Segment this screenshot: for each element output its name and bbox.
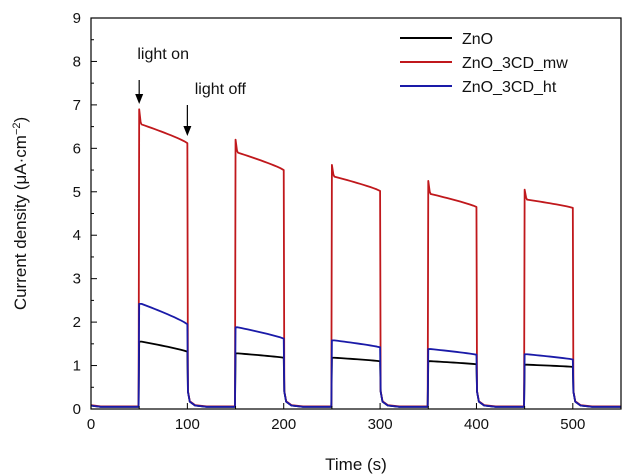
y-tick-label: 2 <box>73 314 81 331</box>
series-layer <box>90 108 621 408</box>
series-line-zno-3cd-ht <box>90 302 621 408</box>
legend-label: ZnO_3CD_ht <box>462 79 557 96</box>
annotations: light on light off <box>135 46 247 136</box>
y-axis-title: Current density (μA·cm−2) <box>11 117 30 310</box>
y-tick-label: 8 <box>73 53 81 70</box>
legend: ZnO ZnO_3CD_mw ZnO_3CD_ht <box>400 31 568 96</box>
y-tick-label: 1 <box>73 358 81 375</box>
y-axis-title-main: Current density (μA·cm <box>11 135 30 310</box>
x-tick-label: 300 <box>368 416 393 433</box>
y-tick-label: 3 <box>73 271 81 288</box>
y-tick-label: 0 <box>73 401 81 418</box>
x-tick-label: 100 <box>175 416 200 433</box>
annotation-light-off: light off <box>195 81 247 98</box>
y-axis-title-tail: ) <box>11 117 30 123</box>
y-tick-label: 9 <box>73 10 81 27</box>
y-tick-label: 5 <box>73 184 81 201</box>
ticks-layer: 0 100 200 300 400 500 0 1 2 3 4 5 6 7 8 9 <box>73 10 586 433</box>
x-tick-label: 0 <box>87 416 95 433</box>
x-tick-label: 400 <box>464 416 489 433</box>
plot-frame <box>90 17 622 410</box>
y-tick-label: 6 <box>73 140 81 157</box>
x-tick-label: 500 <box>560 416 585 433</box>
x-axis-title: Time (s) <box>325 455 387 474</box>
series-line-zno-3cd-mw <box>90 108 621 408</box>
annotation-light-on: light on <box>137 46 189 63</box>
y-tick-label: 4 <box>73 227 81 244</box>
arrow-head-light-on <box>135 94 144 104</box>
legend-label: ZnO <box>462 31 493 48</box>
legend-label: ZnO_3CD_mw <box>462 55 568 72</box>
y-tick-label: 7 <box>73 97 81 114</box>
series-line-zno <box>90 340 621 408</box>
y-axis-title-superscript: −2 <box>11 123 23 136</box>
arrow-head-light-off <box>183 126 192 136</box>
x-tick-label: 200 <box>271 416 296 433</box>
